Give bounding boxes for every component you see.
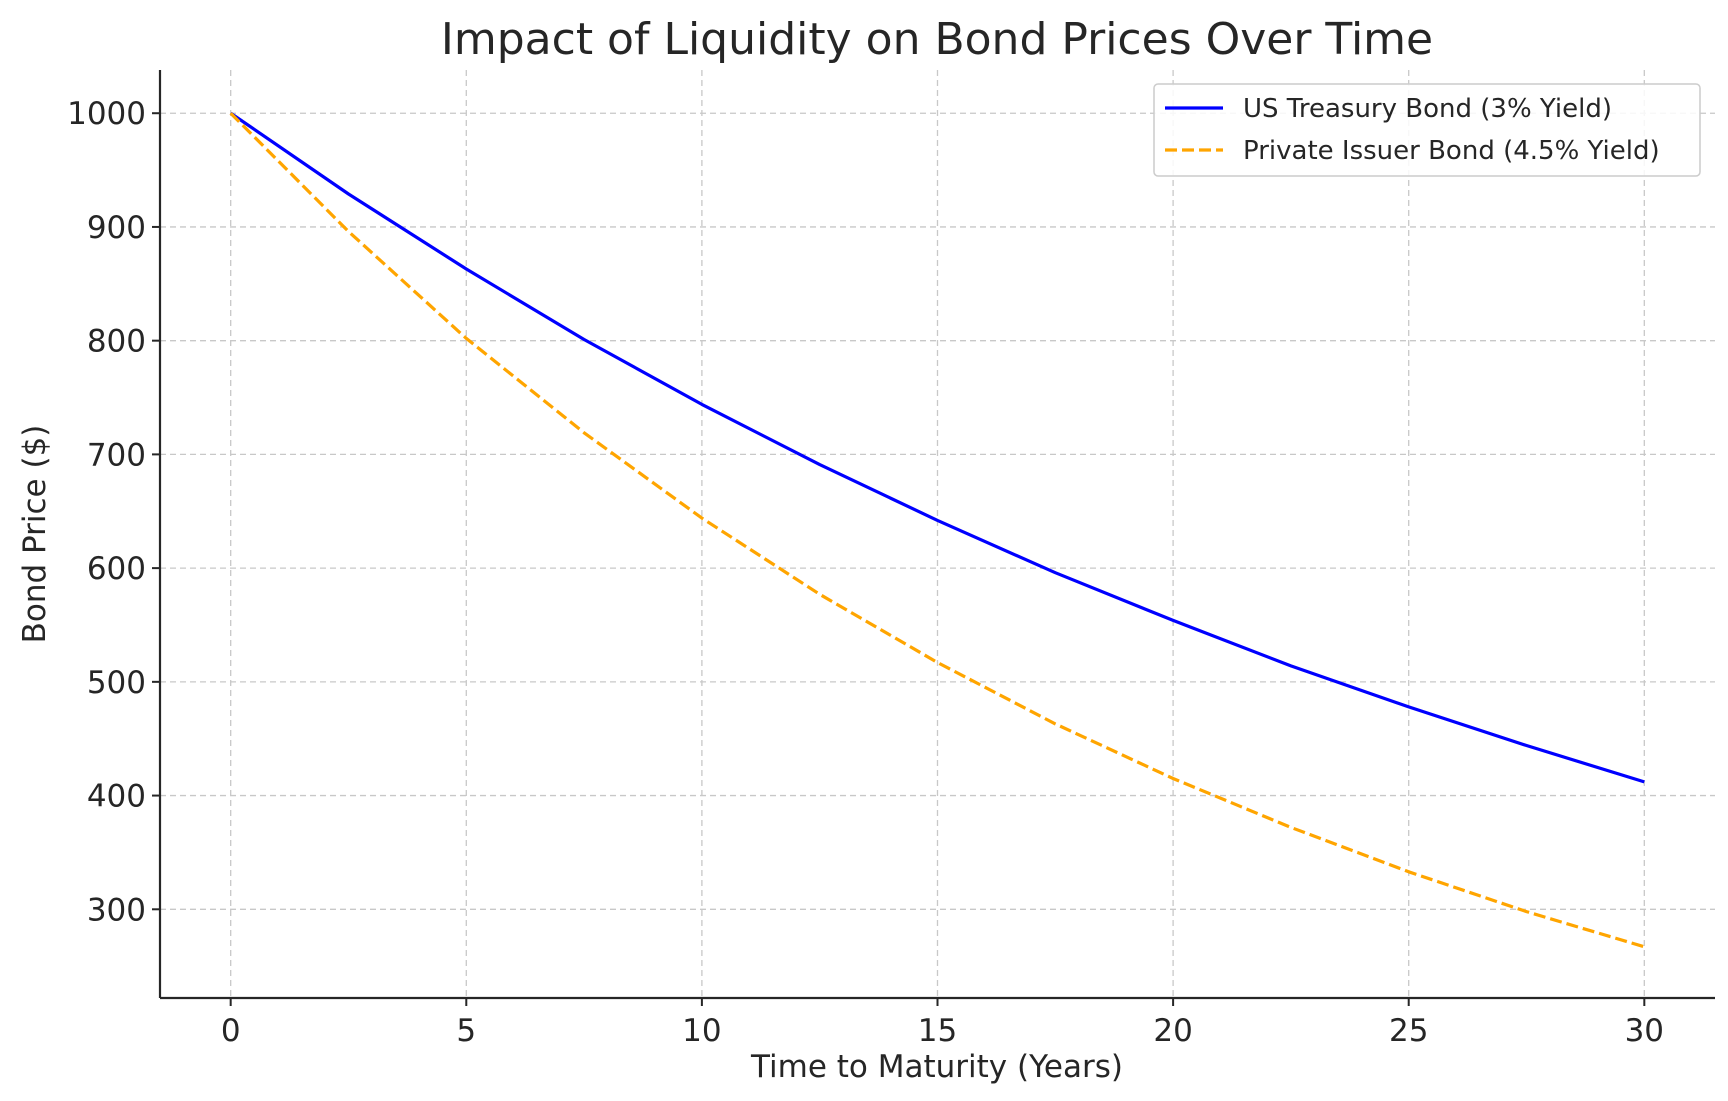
chart-title: Impact of Liquidity on Bond Prices Over … xyxy=(441,14,1433,65)
y-tick-label: 300 xyxy=(87,892,146,928)
legend-label-private: Private Issuer Bond (4.5% Yield) xyxy=(1243,136,1660,166)
x-tick-label: 20 xyxy=(1153,1013,1192,1049)
y-axis-label: Bond Price ($) xyxy=(17,425,53,644)
x-tick-label: 0 xyxy=(221,1013,241,1049)
y-tick-label: 400 xyxy=(87,779,146,815)
legend-label-treasury: US Treasury Bond (3% Yield) xyxy=(1243,94,1612,124)
y-tick-label: 900 xyxy=(87,210,146,246)
y-tick-label: 1000 xyxy=(67,96,146,132)
grid-lines xyxy=(160,70,1715,998)
y-tick-label: 700 xyxy=(87,437,146,473)
y-tick-label: 500 xyxy=(87,665,146,701)
x-tick-label: 15 xyxy=(918,1013,957,1049)
y-tick-label: 800 xyxy=(87,324,146,360)
series-lines xyxy=(229,111,1645,949)
axis-ticks: 0 5 10 15 20 25 30 300 400 500 600 700 800 900 1000 xyxy=(67,96,1664,1049)
x-tick-label: 30 xyxy=(1625,1013,1664,1049)
y-tick-label: 600 xyxy=(87,551,146,587)
x-axis-label: Time to Maturity (Years) xyxy=(750,1049,1123,1085)
x-tick-label: 10 xyxy=(682,1013,721,1049)
x-tick-label: 5 xyxy=(456,1013,476,1049)
legend-box xyxy=(1153,83,1701,177)
x-tick-label: 25 xyxy=(1389,1013,1428,1049)
legend: US Treasury Bond (3% Yield) Private Issu… xyxy=(1153,83,1701,177)
